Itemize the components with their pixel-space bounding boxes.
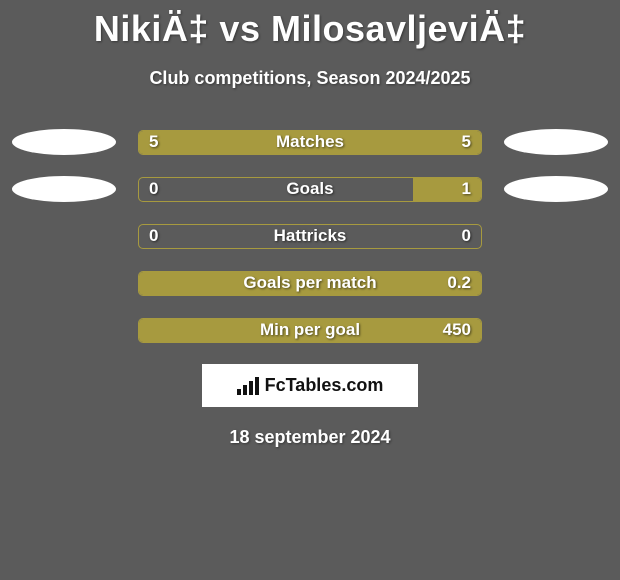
stat-row: 0 Hattricks 0 xyxy=(0,223,620,249)
stat-row: 0 Goals 1 xyxy=(0,176,620,202)
stat-bar: Min per goal 450 xyxy=(138,318,482,343)
bar-fill-full xyxy=(139,272,481,295)
bar-fill-right xyxy=(413,178,481,201)
stat-row: Min per goal 450 xyxy=(0,317,620,343)
stat-value-right: 0 xyxy=(462,225,471,248)
stat-bar: 0 Goals 1 xyxy=(138,177,482,202)
stat-row: 5 Matches 5 xyxy=(0,129,620,155)
stat-value-left: 0 xyxy=(149,225,158,248)
brand-badge: FcTables.com xyxy=(202,364,418,407)
player-badge-right xyxy=(504,129,608,155)
stat-bar: 5 Matches 5 xyxy=(138,130,482,155)
player-badge-right xyxy=(504,176,608,202)
player-badge-left xyxy=(12,176,116,202)
bar-fill-right xyxy=(310,131,481,154)
stat-bar: 0 Hattricks 0 xyxy=(138,224,482,249)
stat-label: Hattricks xyxy=(139,225,481,248)
bar-fill-full xyxy=(139,319,481,342)
comparison-chart: 5 Matches 5 0 Goals 1 0 Hattricks 0 xyxy=(0,129,620,343)
brand-text: FcTables.com xyxy=(265,375,384,396)
date-text: 18 september 2024 xyxy=(0,427,620,448)
stat-value-left: 0 xyxy=(149,178,158,201)
page-subtitle: Club competitions, Season 2024/2025 xyxy=(0,68,620,89)
stat-row: Goals per match 0.2 xyxy=(0,270,620,296)
bar-fill-left xyxy=(139,131,310,154)
chart-icon xyxy=(237,377,259,395)
stat-bar: Goals per match 0.2 xyxy=(138,271,482,296)
page-title: NikiÄ‡ vs MilosavljeviÄ‡ xyxy=(0,0,620,50)
player-badge-left xyxy=(12,129,116,155)
